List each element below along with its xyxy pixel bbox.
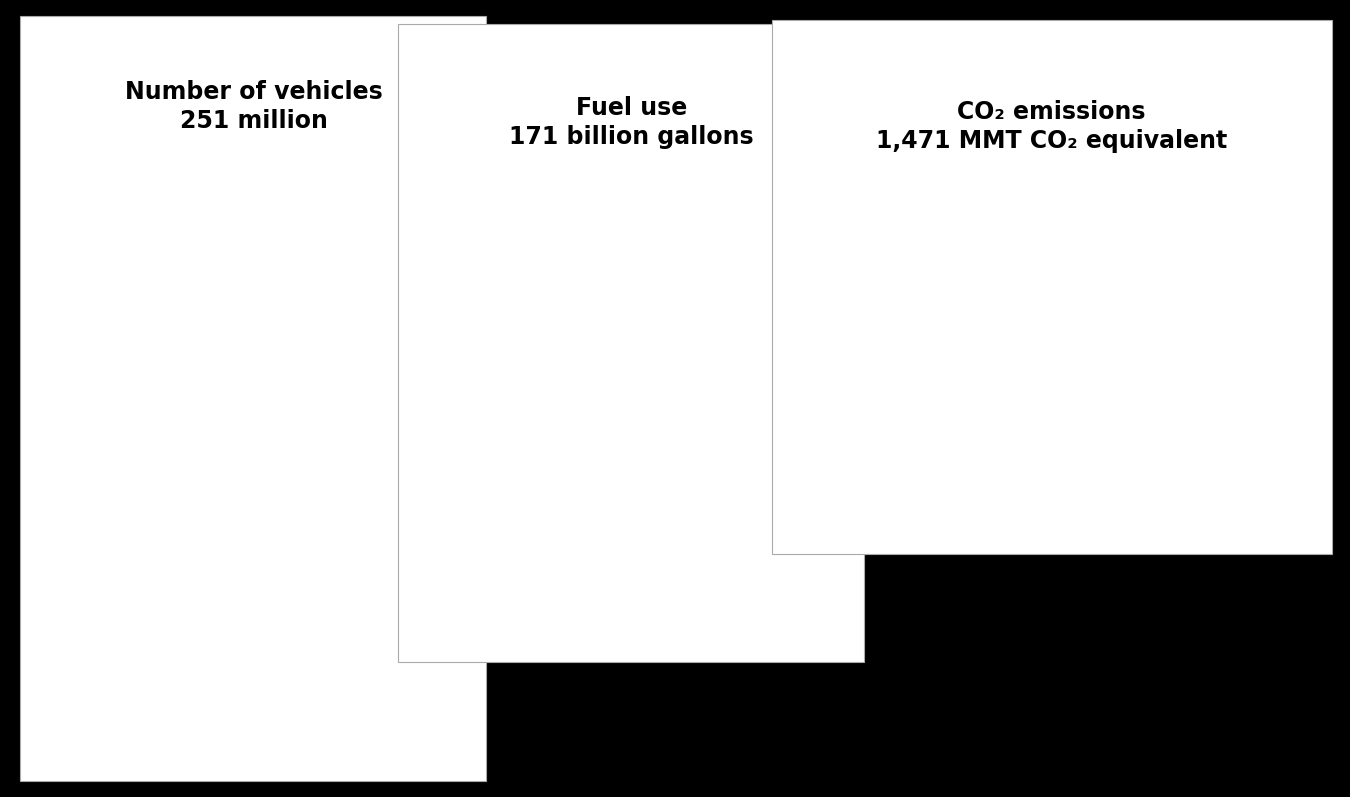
Text: Number of vehicles
251 million: Number of vehicles 251 million <box>126 80 382 133</box>
Text: Medium & heavy trucks
26%: Medium & heavy trucks 26% <box>456 191 695 342</box>
Text: Cars & light trucks
74%: Cars & light trucks 74% <box>589 458 794 499</box>
Wedge shape <box>474 265 632 432</box>
Text: Cars & light trucks
71%: Cars & light trucks 71% <box>1017 375 1222 416</box>
Text: Fuel use
171 billion gallons: Fuel use 171 billion gallons <box>509 96 755 149</box>
Wedge shape <box>474 265 788 580</box>
Wedge shape <box>903 193 1057 385</box>
Text: Medium & heavy trucks
4%: Medium & heavy trucks 4% <box>109 269 350 379</box>
Text: Cars & light trucks
96%: Cars & light trucks 96% <box>161 555 366 596</box>
Text: Medium & heavy trucks
29%: Medium & heavy trucks 29% <box>883 120 1122 277</box>
Wedge shape <box>96 336 410 652</box>
Text: CO₂ emissions
1,471 MMT CO₂ equivalent: CO₂ emissions 1,471 MMT CO₂ equivalent <box>876 100 1227 153</box>
Wedge shape <box>213 336 254 494</box>
Wedge shape <box>907 193 1210 501</box>
